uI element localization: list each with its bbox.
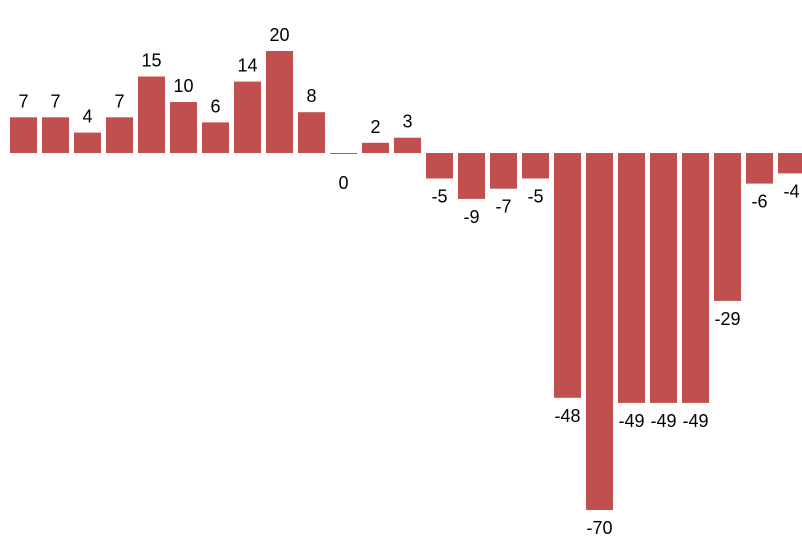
- bar-19: [586, 153, 613, 510]
- bar-10: [298, 112, 325, 153]
- bar-23: [714, 153, 741, 301]
- bar-25: [778, 153, 802, 174]
- bar-5: [138, 76, 165, 153]
- bar-15: [458, 153, 485, 199]
- data-label-16: -7: [495, 197, 511, 217]
- data-label-7: 6: [210, 96, 220, 116]
- data-label-19: -70: [586, 518, 612, 538]
- bar-4: [106, 117, 133, 153]
- bar-20: [618, 153, 645, 403]
- bar-2: [42, 117, 69, 153]
- bar-22: [682, 153, 709, 403]
- data-label-24: -6: [751, 192, 767, 212]
- bar-13: [394, 137, 421, 153]
- data-label-25: -4: [783, 181, 799, 201]
- data-label-9: 20: [269, 25, 289, 45]
- data-label-20: -49: [618, 411, 644, 431]
- data-label-11: 0: [338, 173, 348, 193]
- data-label-22: -49: [682, 411, 708, 431]
- data-label-1: 7: [18, 91, 28, 111]
- data-label-17: -5: [527, 187, 543, 207]
- bar-21: [650, 153, 677, 403]
- data-label-2: 7: [50, 91, 60, 111]
- bar-1: [10, 117, 37, 153]
- data-label-14: -5: [431, 187, 447, 207]
- data-label-3: 4: [82, 107, 92, 127]
- data-labels-group: 7 7 4 7 15 10 6 14 20 8 0 2 3 -5 -9 -7 -5 -48 -70 -49 -49 -49…: [18, 25, 799, 538]
- bar-18: [554, 153, 581, 398]
- data-label-5: 15: [141, 51, 161, 71]
- data-label-8: 14: [237, 56, 257, 76]
- data-label-18: -48: [554, 406, 580, 426]
- data-label-10: 8: [306, 86, 316, 106]
- bar-24: [746, 153, 773, 184]
- bar-6: [170, 102, 197, 153]
- bar-12: [362, 142, 389, 153]
- data-label-12: 2: [370, 117, 380, 137]
- data-label-23: -29: [714, 309, 740, 329]
- bar-11: [330, 153, 357, 154]
- bar-7: [202, 122, 229, 153]
- bar-17: [522, 153, 549, 179]
- data-label-6: 10: [173, 76, 193, 96]
- bar-14: [426, 153, 453, 179]
- data-label-15: -9: [463, 207, 479, 227]
- bar-16: [490, 153, 517, 189]
- data-label-4: 7: [114, 91, 124, 111]
- bar-8: [234, 81, 261, 153]
- bars-group: [10, 51, 802, 510]
- data-label-21: -49: [650, 411, 676, 431]
- bar-9: [266, 51, 293, 153]
- data-label-13: 3: [402, 112, 412, 132]
- bar-3: [74, 132, 101, 153]
